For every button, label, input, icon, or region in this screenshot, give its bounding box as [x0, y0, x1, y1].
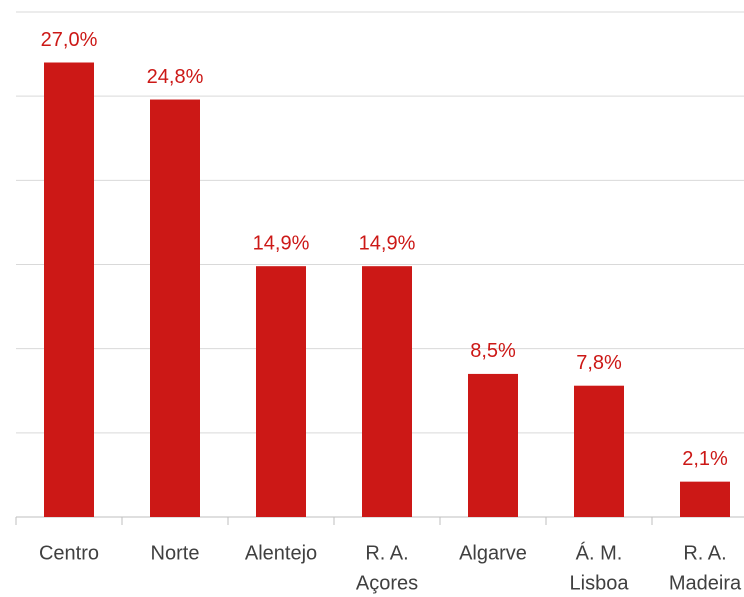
x-tick-label: Lisboa [570, 572, 630, 594]
data-label: 27,0% [41, 29, 98, 51]
x-tick-label: R. A. [683, 542, 726, 564]
data-label: 8,5% [470, 340, 516, 362]
data-label: 7,8% [576, 352, 622, 374]
data-label: 24,8% [147, 66, 204, 88]
data-label: 14,9% [359, 232, 416, 254]
bar [256, 266, 306, 517]
x-tick-label: R. A. [365, 542, 408, 564]
bar [574, 385, 624, 517]
bar [44, 62, 94, 517]
x-tick-label: Madeira [669, 572, 742, 594]
x-tick-label: Norte [151, 542, 200, 564]
x-tick-label: Á. M. [576, 541, 623, 564]
data-label: 2,1% [682, 448, 728, 470]
x-tick-label: Algarve [459, 542, 527, 564]
data-label: 14,9% [253, 232, 310, 254]
x-tick-label: Alentejo [245, 542, 317, 564]
bar [150, 99, 200, 518]
bar [468, 373, 518, 517]
bar [362, 266, 412, 517]
x-tick-label: Açores [356, 572, 418, 594]
bar [680, 481, 730, 517]
x-tick-label: Centro [39, 542, 99, 564]
